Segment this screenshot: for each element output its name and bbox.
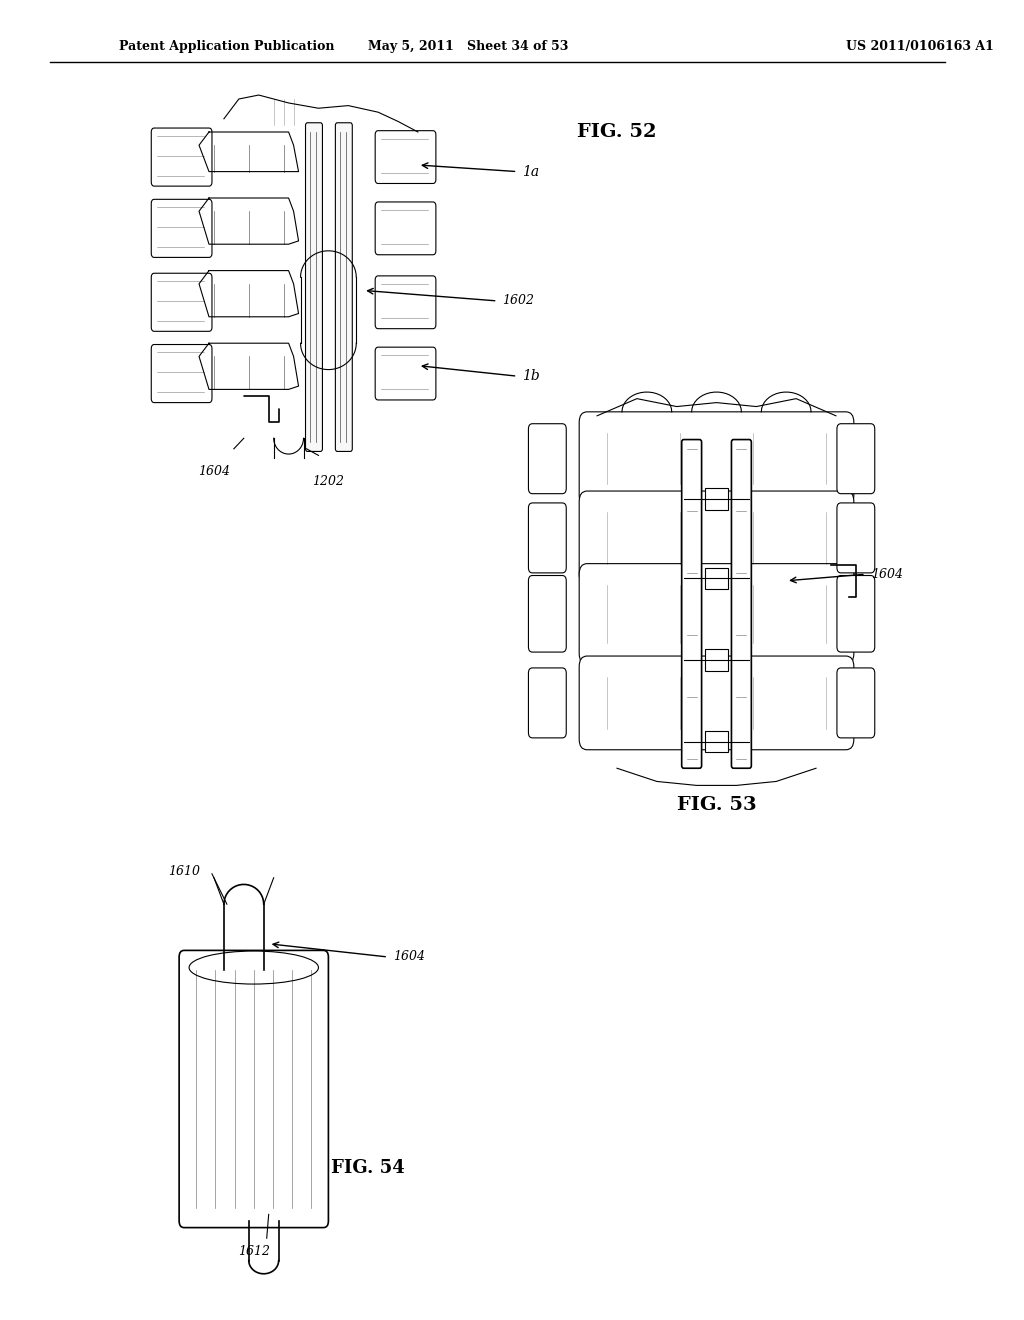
- Bar: [705, 568, 728, 589]
- Text: 1604: 1604: [870, 568, 903, 581]
- FancyBboxPatch shape: [580, 656, 854, 750]
- FancyBboxPatch shape: [837, 576, 874, 652]
- FancyBboxPatch shape: [837, 668, 874, 738]
- FancyBboxPatch shape: [152, 199, 212, 257]
- FancyBboxPatch shape: [152, 345, 212, 403]
- Text: 1b: 1b: [522, 370, 541, 383]
- FancyBboxPatch shape: [528, 424, 566, 494]
- Bar: [705, 731, 728, 752]
- FancyBboxPatch shape: [580, 412, 854, 506]
- Text: Patent Application Publication: Patent Application Publication: [120, 40, 335, 53]
- Ellipse shape: [189, 950, 318, 985]
- FancyBboxPatch shape: [528, 503, 566, 573]
- FancyBboxPatch shape: [152, 128, 212, 186]
- Text: FIG. 54: FIG. 54: [332, 1159, 406, 1177]
- Text: US 2011/0106163 A1: US 2011/0106163 A1: [846, 40, 993, 53]
- FancyBboxPatch shape: [152, 273, 212, 331]
- FancyBboxPatch shape: [528, 576, 566, 652]
- FancyBboxPatch shape: [375, 276, 436, 329]
- FancyBboxPatch shape: [580, 491, 854, 585]
- FancyBboxPatch shape: [528, 668, 566, 738]
- Bar: [705, 649, 728, 671]
- Bar: [705, 488, 728, 510]
- FancyBboxPatch shape: [682, 440, 701, 768]
- FancyBboxPatch shape: [837, 503, 874, 573]
- Text: 1202: 1202: [312, 475, 344, 488]
- Text: 1612: 1612: [238, 1245, 269, 1258]
- FancyBboxPatch shape: [179, 950, 329, 1228]
- FancyBboxPatch shape: [305, 123, 323, 451]
- FancyBboxPatch shape: [375, 131, 436, 183]
- Text: FIG. 53: FIG. 53: [677, 796, 757, 814]
- Text: 1604: 1604: [198, 465, 230, 478]
- FancyBboxPatch shape: [336, 123, 352, 451]
- Text: 1610: 1610: [168, 865, 200, 878]
- Text: May 5, 2011   Sheet 34 of 53: May 5, 2011 Sheet 34 of 53: [368, 40, 568, 53]
- FancyBboxPatch shape: [375, 347, 436, 400]
- FancyBboxPatch shape: [731, 440, 752, 768]
- Text: 1602: 1602: [503, 294, 535, 308]
- Text: FIG. 52: FIG. 52: [578, 123, 656, 141]
- Text: 1604: 1604: [393, 950, 425, 964]
- FancyBboxPatch shape: [580, 564, 854, 664]
- Text: 1a: 1a: [522, 165, 540, 178]
- FancyBboxPatch shape: [837, 424, 874, 494]
- FancyBboxPatch shape: [375, 202, 436, 255]
